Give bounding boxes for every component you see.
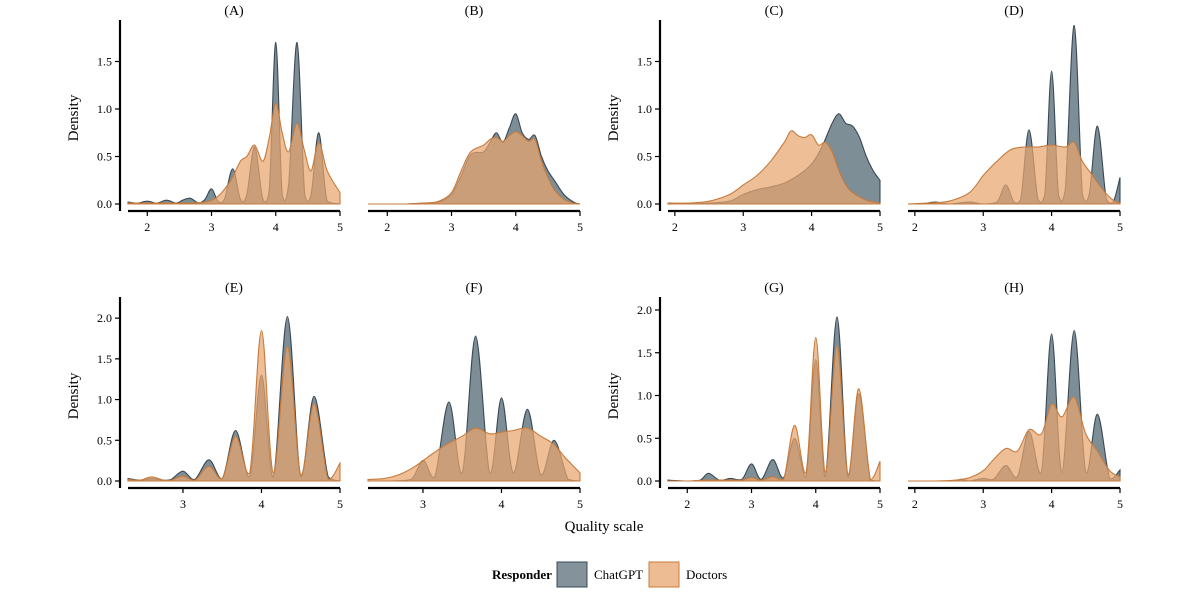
y-tick-label-g-0.5: 0.5 (637, 431, 652, 445)
panel-title-g: (G) (764, 281, 784, 296)
density-chatgpt-g (667, 316, 881, 482)
y-axis-title-top-left: Density (66, 94, 82, 141)
legend-title: Responder (492, 567, 552, 582)
y-tick-label-a-0: 0.0 (97, 197, 112, 211)
panel-title-h: (H) (1004, 281, 1024, 296)
y-axis-title-bottom-left: Density (66, 372, 82, 419)
density-doctors-e (127, 329, 341, 482)
legend-label-doctors: Doctors (686, 567, 727, 582)
x-tick-label-b-2: 2 (384, 220, 390, 234)
density-doctors-h (908, 396, 1121, 482)
panels: (A) 2 3 4 5 0.0 0.5 1.0 1.5 (B) 2 3 4 5 (C) 2 3 4 5 0.0 0.5 1… (97, 4, 1123, 511)
density-doctors-g (668, 336, 881, 482)
panel-title-c: (C) (765, 4, 784, 19)
x-tick-label-c-3: 3 (740, 220, 746, 234)
x-tick-label-c-5: 5 (877, 220, 883, 234)
x-tick-label-g-3: 3 (749, 497, 755, 511)
x-tick-label-b-3: 3 (449, 220, 455, 234)
y-axis-title-bottom-right: Density (606, 372, 622, 419)
y-tick-label-a-0.5: 0.5 (97, 150, 112, 164)
y-tick-label-g-1.5: 1.5 (637, 346, 652, 360)
x-tick-label-e-3: 3 (180, 497, 186, 511)
x-tick-label-c-4: 4 (809, 220, 815, 234)
x-tick-label-e-5: 5 (337, 497, 343, 511)
x-tick-label-f-4: 4 (498, 497, 504, 511)
density-doctors-f (367, 427, 581, 482)
y-tick-label-c-1.5: 1.5 (637, 55, 652, 69)
x-tick-label-b-4: 4 (513, 220, 519, 234)
y-tick-label-g-0: 0.0 (637, 474, 652, 488)
legend-key-chatgpt (556, 561, 588, 588)
panel-c: (C) 2 3 4 5 0.0 0.5 1.0 1.5 (637, 4, 883, 234)
x-tick-label-h-3: 3 (980, 497, 986, 511)
panel-b: (B) 2 3 4 5 (368, 4, 583, 234)
y-tick-label-c-0.5: 0.5 (637, 150, 652, 164)
legend-key-doctors (648, 561, 680, 588)
x-axis-title: Quality scale (565, 519, 644, 535)
y-tick-label-e-0: 0.0 (97, 474, 112, 488)
panel-title-f: (F) (465, 281, 482, 296)
legend: Responder ChatGPT Doctors (492, 561, 727, 588)
x-tick-label-g-4: 4 (813, 497, 819, 511)
x-tick-label-h-5: 5 (1117, 497, 1123, 511)
x-tick-label-h-4: 4 (1049, 497, 1055, 511)
x-tick-label-f-5: 5 (577, 497, 583, 511)
x-tick-label-a-3: 3 (209, 220, 215, 234)
y-tick-label-g-1: 1.0 (637, 389, 652, 403)
y-axis-title-top-right: Density (606, 94, 622, 141)
density-doctors-d (907, 141, 1121, 205)
panel-a: (A) 2 3 4 5 0.0 0.5 1.0 1.5 (97, 4, 343, 234)
density-doctors-c (667, 130, 881, 205)
panel-d: (D) 2 3 4 5 (907, 4, 1123, 234)
y-tick-label-e-0.5: 0.5 (97, 433, 112, 447)
x-tick-label-f-3: 3 (420, 497, 426, 511)
x-tick-label-c-2: 2 (672, 220, 678, 234)
x-tick-label-a-5: 5 (337, 220, 343, 234)
x-tick-label-g-2: 2 (684, 497, 690, 511)
density-doctors-a (127, 102, 341, 205)
panel-f: (F) 3 4 5 (367, 281, 583, 511)
panel-title-d: (D) (1004, 4, 1024, 19)
x-tick-label-a-2: 2 (144, 220, 150, 234)
panel-g: (G) 2 3 4 5 0.0 0.5 1.0 1.5 2.0 (637, 281, 883, 511)
x-tick-label-h-2: 2 (912, 497, 918, 511)
y-tick-label-a-1.5: 1.5 (97, 55, 112, 69)
panel-e: (E) 3 4 5 0.0 0.5 1.0 1.5 2.0 (97, 281, 343, 511)
y-tick-label-e-1: 1.0 (97, 393, 112, 407)
y-tick-label-c-1: 1.0 (637, 102, 652, 116)
y-tick-label-e-2: 2.0 (97, 311, 112, 325)
x-tick-label-d-2: 2 (912, 220, 918, 234)
y-tick-label-e-1.5: 1.5 (97, 352, 112, 366)
x-tick-label-a-4: 4 (273, 220, 279, 234)
x-tick-label-d-5: 5 (1117, 220, 1123, 234)
x-tick-label-e-4: 4 (258, 497, 264, 511)
x-tick-label-d-3: 3 (980, 220, 986, 234)
y-tick-label-c-0: 0.0 (637, 197, 652, 211)
x-tick-label-b-5: 5 (577, 220, 583, 234)
panel-title-b: (B) (465, 4, 484, 19)
legend-label-chatgpt: ChatGPT (594, 567, 643, 582)
panel-title-e: (E) (225, 281, 243, 296)
x-tick-label-d-4: 4 (1049, 220, 1055, 234)
y-tick-label-a-1: 1.0 (97, 102, 112, 116)
density-doctors-b (368, 131, 581, 205)
x-tick-label-g-5: 5 (877, 497, 883, 511)
panel-title-a: (A) (224, 4, 244, 19)
panel-h: (H) 2 3 4 5 (908, 281, 1123, 511)
y-tick-label-g-2: 2.0 (637, 303, 652, 317)
